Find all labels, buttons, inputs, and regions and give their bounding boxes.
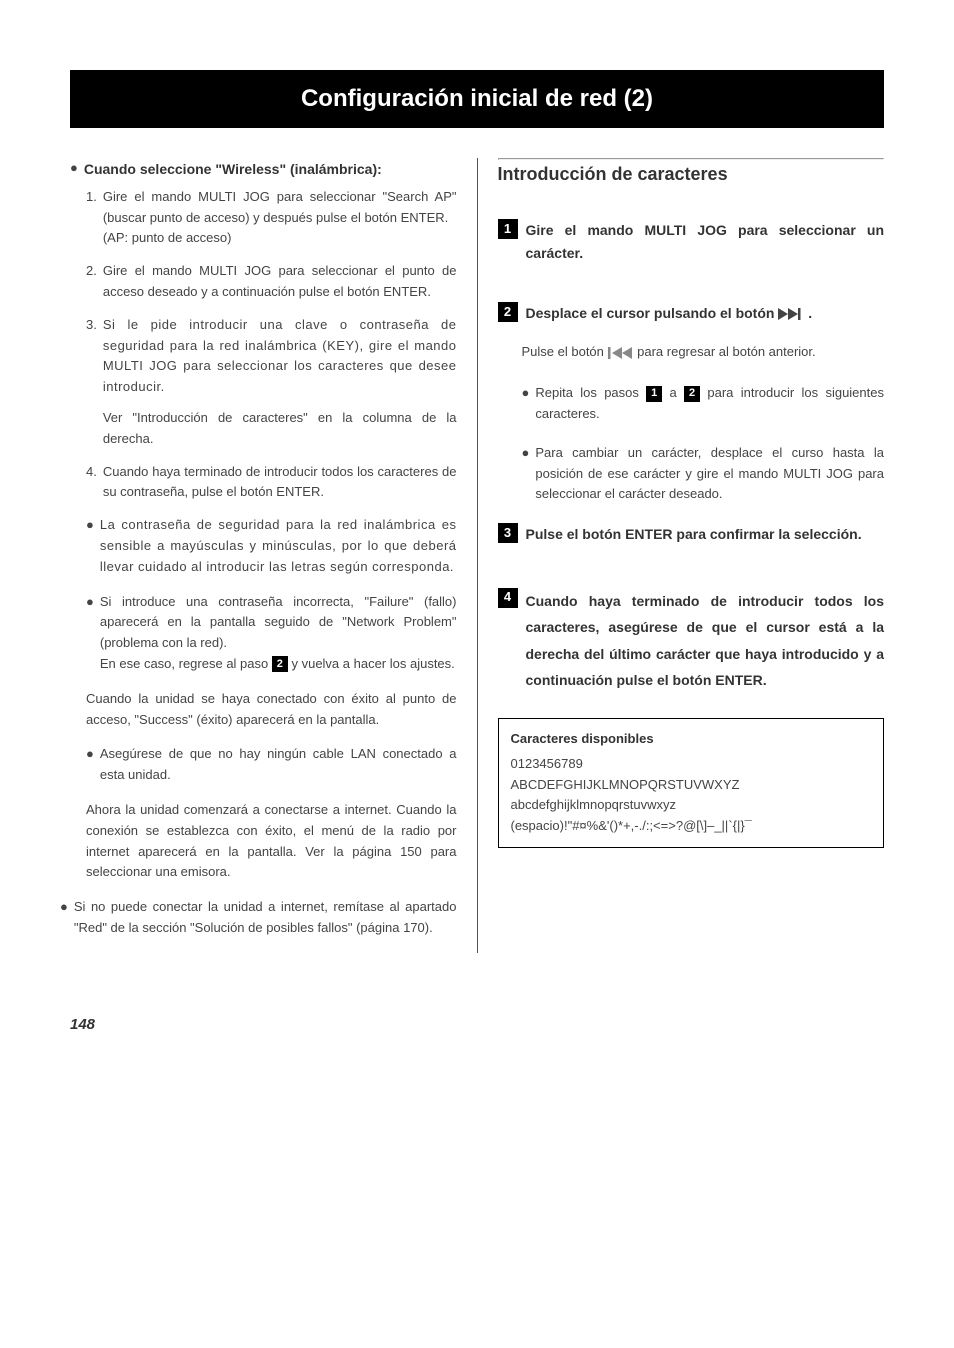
step-2-icon: 2: [498, 302, 518, 322]
sub-notes: ● La contraseña de seguridad para la red…: [70, 515, 457, 675]
note-text: Para cambiar un carácter, desplace el cu…: [535, 443, 884, 505]
bullet-icon: ●: [522, 383, 530, 425]
list-item: 2. Gire el mando MULTI JOG para seleccio…: [86, 261, 457, 303]
note-row: ● La contraseña de seguridad para la red…: [86, 515, 457, 577]
step-text: Si le pide introducir una clave o contra…: [103, 317, 457, 394]
step-2-subnotes: ● Repita los pasos 1 a 2 para introducir…: [522, 383, 885, 505]
char-digits: 0123456789: [511, 754, 872, 775]
step-number: 3.: [86, 315, 97, 450]
step-3-text: Pulse el botón ENTER para confirmar la s…: [526, 523, 862, 545]
step-2-note: Pulse el botón para regresar al botón an…: [522, 342, 885, 363]
char-lower: abcdefghijklmnopqrstuvwxyz: [511, 795, 872, 816]
char-upper: ABCDEFGHIJKLMNOPQRSTUVWXYZ: [511, 775, 872, 796]
step-number: 1.: [86, 187, 97, 249]
step-1-row: 1 Gire el mando MULTI JOG para seleccion…: [498, 219, 885, 264]
two-column-layout: ● Cuando seleccione "Wireless" (inalámbr…: [70, 158, 884, 952]
bullet-icon: ●: [70, 158, 78, 180]
note-text: La contraseña de seguridad para la red i…: [100, 515, 457, 577]
step-text: Gire el mando MULTI JOG para seleccionar…: [103, 261, 457, 303]
note-text: Asegúrese de que no hay ningún cable LAN…: [100, 744, 457, 786]
left-column: ● Cuando seleccione "Wireless" (inalámbr…: [70, 158, 478, 952]
step-4-text: Cuando haya terminado de introducir todo…: [526, 588, 885, 694]
list-item: 1. Gire el mando MULTI JOG para seleccio…: [86, 187, 457, 249]
bullet-icon: ●: [86, 592, 94, 675]
step-text: Cuando haya terminado de introducir todo…: [103, 462, 457, 504]
charbox-title: Caracteres disponibles: [511, 729, 872, 750]
bullet-icon: ●: [60, 897, 68, 939]
page-number: 148: [70, 1013, 884, 1037]
bullet-icon: ●: [522, 443, 530, 505]
wireless-steps-list: 1. Gire el mando MULTI JOG para seleccio…: [70, 187, 457, 503]
bullet-icon: ●: [86, 744, 94, 786]
step-3-icon: 3: [498, 523, 518, 543]
step-number: 2.: [86, 261, 97, 303]
internet-paragraph: Ahora la unidad comenzará a conectarse a…: [86, 800, 457, 883]
step-subtext: (AP: punto de acceso): [103, 230, 232, 245]
step-1-text: Gire el mando MULTI JOG para seleccionar…: [526, 219, 885, 264]
step-3-row: 3 Pulse el botón ENTER para confirmar la…: [498, 523, 885, 545]
step-1-icon: 1: [498, 219, 518, 239]
wireless-heading-row: ● Cuando seleccione "Wireless" (inalámbr…: [70, 158, 457, 180]
note-row: ● Para cambiar un carácter, desplace el …: [522, 443, 885, 505]
step-ref-1: 1: [646, 386, 662, 402]
note-text: Si introduce una contraseña incorrecta, …: [100, 592, 457, 675]
right-heading: Introducción de caracteres: [498, 160, 885, 189]
step-4-icon: 4: [498, 588, 518, 608]
step-ref-2: 2: [684, 386, 700, 402]
bullet-icon: ●: [86, 515, 94, 577]
char-symbols: (espacio)!"#¤%&'()*+,-./:;<=>?@[\]–_||`{…: [511, 816, 872, 837]
list-item: 4. Cuando haya terminado de introducir t…: [86, 462, 457, 504]
page-title-bar: Configuración inicial de red (2): [70, 70, 884, 128]
step-number: 4.: [86, 462, 97, 504]
trouble-text: Si no puede conectar la unidad a interne…: [74, 897, 457, 939]
step-4-row: 4 Cuando haya terminado de introducir to…: [498, 588, 885, 694]
step-2-row: 2 Desplace el cursor pulsando el botón .: [498, 302, 885, 324]
prev-track-icon: [608, 347, 634, 359]
note-row: ● Si introduce una contraseña incorrecta…: [86, 592, 457, 675]
step-text: Gire el mando MULTI JOG para seleccionar…: [103, 189, 457, 225]
sub-notes-2: ● Asegúrese de que no hay ningún cable L…: [70, 744, 457, 786]
note-row: ● Asegúrese de que no hay ningún cable L…: [86, 744, 457, 786]
available-characters-box: Caracteres disponibles 0123456789 ABCDEF…: [498, 718, 885, 848]
trouble-row: ● Si no puede conectar la unidad a inter…: [60, 897, 457, 939]
next-track-icon: [778, 308, 804, 320]
success-paragraph: Cuando la unidad se haya conectado con é…: [86, 689, 457, 731]
note-text: Repita los pasos 1 a 2 para introducir l…: [535, 383, 884, 425]
right-column: Introducción de caracteres 1 Gire el man…: [498, 158, 885, 952]
list-item: 3. Si le pide introducir una clave o con…: [86, 315, 457, 450]
step-2-text: Desplace el cursor pulsando el botón .: [526, 302, 813, 324]
wireless-heading: Cuando seleccione "Wireless" (inalámbric…: [84, 158, 382, 180]
note-row: ● Repita los pasos 1 a 2 para introducir…: [522, 383, 885, 425]
step-ref-2: 2: [272, 656, 288, 672]
step-subtext: Ver "Introducción de caracteres" en la c…: [103, 410, 457, 446]
